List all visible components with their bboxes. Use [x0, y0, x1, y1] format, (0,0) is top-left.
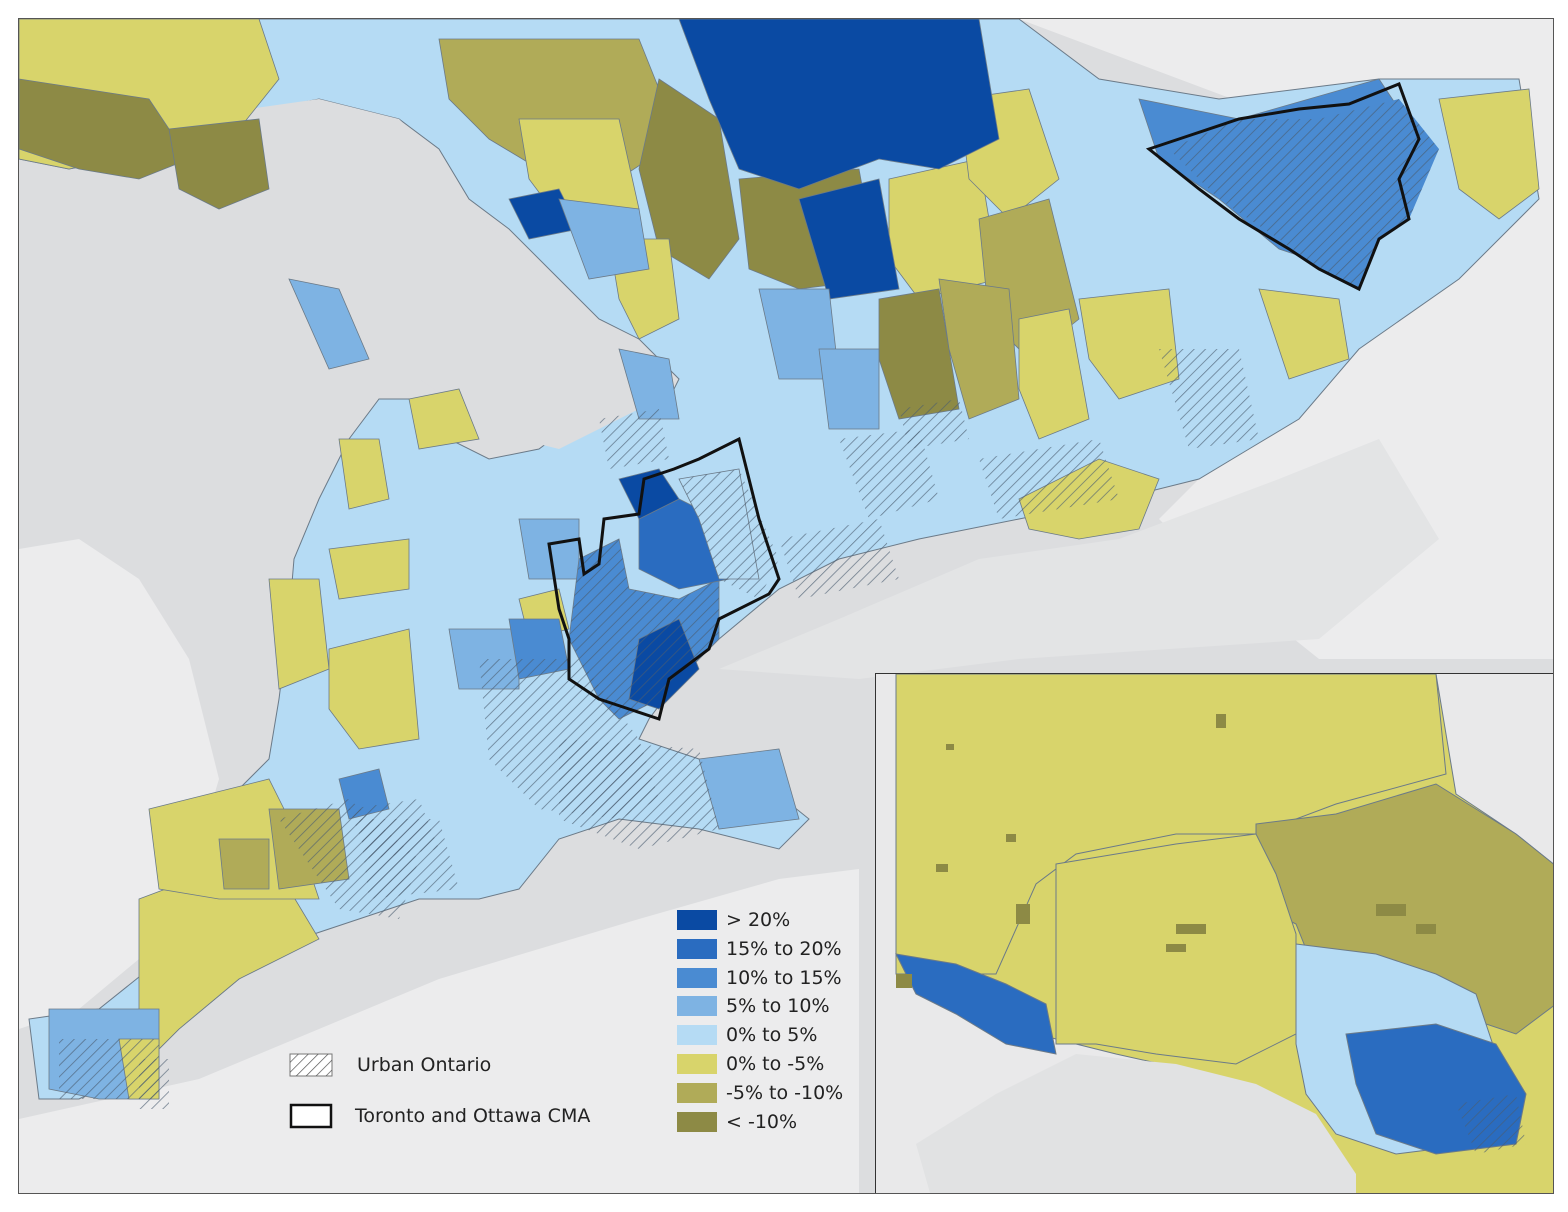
legend-label: -5% to -10%: [726, 1082, 844, 1104]
legend-item: > 20%: [677, 909, 790, 931]
cma-outline-swatch: [289, 1103, 333, 1129]
map-canvas: [19, 19, 1553, 1193]
ottawa-cma-outline: [1145, 82, 1421, 292]
cma-legend-label: Toronto and Ottawa CMA: [355, 1105, 591, 1127]
urban-hatched-areas: [59, 99, 1439, 1109]
legend-swatch: [677, 939, 717, 959]
legend-swatch: [677, 968, 717, 988]
inset-olive-patches: [896, 714, 1436, 988]
legend-label: > 20%: [726, 909, 791, 931]
legend-swatch: [677, 1054, 717, 1074]
legend-item: 0% to 5%: [677, 1024, 817, 1046]
legend-swatch: [677, 1112, 717, 1132]
urban-hatch-swatch: [289, 1053, 333, 1077]
legend-label: 10% to 15%: [726, 967, 842, 989]
inset-urban-hatch: [1456, 1094, 1526, 1154]
inset-canvas: [876, 674, 1553, 1193]
land-outside-ontario-east: [1019, 19, 1553, 659]
legend-item: 10% to 15%: [677, 967, 842, 989]
inset-water: [916, 1054, 1356, 1193]
legend-label: < -10%: [726, 1111, 798, 1133]
legend-swatch: [677, 1025, 717, 1045]
districts-decline: [19, 19, 1540, 1100]
toronto-cma-outline: [547, 436, 781, 721]
legend-label: 0% to -5%: [726, 1053, 825, 1075]
georgian-bay: [239, 99, 639, 449]
legend-swatch: [677, 1083, 717, 1103]
legend-swatch: [677, 996, 717, 1016]
legend-swatch: [677, 910, 717, 930]
urban-legend-label: Urban Ontario: [357, 1054, 492, 1076]
legend-cma-item: Toronto and Ottawa CMA: [289, 1103, 590, 1129]
legend-urban-item: Urban Ontario: [289, 1053, 491, 1077]
legend-item: 15% to 20%: [677, 938, 842, 960]
legend-item: -5% to -10%: [677, 1082, 843, 1104]
land-outside-ontario-south: [19, 869, 859, 1193]
southern-ontario-map: > 20% 15% to 20% 10% to 15% 5% to 10% 0%…: [18, 18, 1554, 1194]
inset-district-thunderbay: [895, 953, 1057, 1055]
legend-label: 0% to 5%: [726, 1024, 818, 1046]
legend-label: 5% to 10%: [726, 995, 830, 1017]
northern-ontario-inset: [875, 673, 1553, 1193]
legend-item: 0% to -5%: [677, 1053, 824, 1075]
legend-item: < -10%: [677, 1111, 797, 1133]
land-outside-ontario-lakeshore: [719, 439, 1439, 679]
legend-label: 15% to 20%: [726, 938, 842, 960]
legend-item: 5% to 10%: [677, 995, 830, 1017]
